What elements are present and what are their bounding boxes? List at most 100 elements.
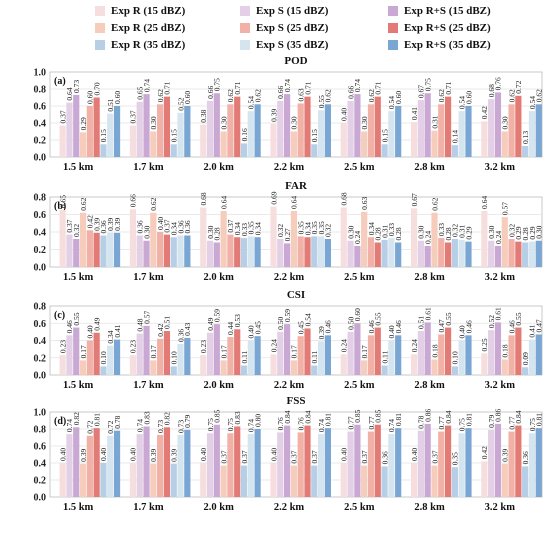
data-label: 0.63 [297, 88, 306, 101]
bar [86, 230, 93, 267]
data-label: 0.79 [183, 414, 192, 427]
legend-label: Exp R+S (35 dBZ) [404, 39, 491, 51]
bar [318, 434, 325, 497]
data-label: 0.66 [346, 86, 355, 99]
bar [488, 99, 495, 157]
chart-panel: CSI0.00.20.40.60.8(c)0.230.460.550.170.4… [34, 289, 544, 391]
data-label: 0.72 [514, 80, 523, 93]
data-label: 0.40 [340, 108, 349, 121]
y-tick-label: 1.0 [34, 408, 47, 419]
data-label: 0.24 [353, 231, 362, 244]
legend-item: Exp R+S (15 dBZ) [388, 5, 491, 17]
data-label: 0.74 [283, 79, 292, 92]
data-label: 0.46 [65, 320, 74, 333]
bar [129, 125, 137, 157]
bar [184, 235, 191, 267]
category-label: 1.5 km [63, 502, 94, 513]
bar [220, 465, 227, 497]
y-tick-label: 0.4 [34, 119, 47, 130]
bar [177, 112, 184, 157]
data-label: 0.59 [283, 309, 292, 322]
bar [431, 130, 438, 157]
data-label: 0.28 [394, 227, 403, 240]
bar [270, 354, 277, 375]
category-label: 2.5 km [344, 272, 375, 283]
data-label: 0.74 [136, 419, 145, 432]
data-label: 0.39 [269, 108, 278, 121]
data-label: 0.33 [437, 223, 446, 236]
chart-panel: FSS0.00.20.40.60.81.0(d)0.400.740.820.39… [34, 395, 544, 513]
data-label: 0.17 [290, 345, 299, 358]
bar [240, 238, 248, 267]
data-label: 0.71 [444, 81, 453, 94]
data-label: 0.63 [360, 197, 369, 210]
data-label: 0.33 [387, 223, 396, 236]
bar [277, 331, 284, 375]
data-label: 0.42 [480, 446, 489, 459]
bar [528, 241, 536, 267]
legend-swatch [388, 6, 398, 16]
data-label: 0.37 [240, 450, 249, 463]
data-label: 0.40 [58, 448, 67, 461]
data-label: 0.73 [156, 420, 165, 433]
y-tick-label: 0.4 [34, 459, 47, 470]
data-label: 0.31 [380, 225, 389, 238]
bar [79, 360, 87, 375]
bar [458, 111, 465, 157]
data-label: 0.30 [206, 225, 215, 238]
data-label: 0.38 [199, 109, 208, 122]
bar [277, 432, 284, 497]
bar [304, 237, 311, 267]
bar [528, 433, 536, 497]
bar [184, 106, 191, 157]
data-label: 0.62 [149, 197, 158, 210]
bar [438, 104, 445, 157]
data-label: 0.28 [374, 227, 383, 240]
data-label: 0.46 [394, 320, 403, 333]
y-tick-label: 0.0 [34, 493, 47, 504]
data-label: 0.78 [113, 415, 122, 428]
data-label: 0.81 [464, 413, 473, 426]
bar [297, 236, 304, 267]
bar [234, 96, 241, 157]
bar [113, 430, 121, 497]
data-label: 0.25 [480, 338, 489, 351]
bar [234, 329, 241, 375]
data-label: 0.68 [199, 192, 208, 205]
data-label: 0.39 [113, 218, 122, 231]
bar [417, 430, 424, 497]
data-label: 0.40 [247, 325, 256, 338]
data-label: 0.55 [444, 312, 453, 325]
bar [535, 428, 542, 497]
bar [374, 242, 381, 267]
data-label: 0.30 [219, 116, 228, 129]
data-label: 0.40 [199, 448, 208, 461]
bar [381, 144, 388, 157]
data-label: 0.60 [394, 91, 403, 104]
data-label: 0.27 [283, 228, 292, 241]
chart-panel: FAR0.00.20.40.60.8(b)0.650.370.320.620.4… [34, 180, 544, 283]
data-label: 0.60 [183, 91, 192, 104]
bar [136, 333, 143, 375]
data-label: 0.35 [297, 221, 306, 234]
data-label: 0.36 [521, 451, 530, 464]
bar [528, 111, 536, 157]
data-label: 0.35 [247, 221, 256, 234]
data-label: 0.65 [58, 195, 67, 208]
data-label: 0.24 [269, 339, 278, 352]
data-label: 0.75 [213, 78, 222, 91]
data-label: 0.54 [528, 96, 537, 109]
category-label: 1.7 km [133, 162, 164, 173]
panel-title: CSI [287, 289, 305, 301]
bar [150, 212, 157, 267]
data-label: 0.39 [79, 448, 88, 461]
bar [163, 96, 171, 157]
bar [410, 208, 418, 267]
bar [143, 426, 150, 497]
legend-item: Exp S (35 dBZ) [240, 39, 328, 51]
bar [381, 466, 388, 497]
data-label: 0.71 [374, 81, 383, 94]
data-label: 0.75 [423, 78, 432, 91]
data-label: 0.48 [136, 318, 145, 331]
bar [465, 241, 472, 267]
